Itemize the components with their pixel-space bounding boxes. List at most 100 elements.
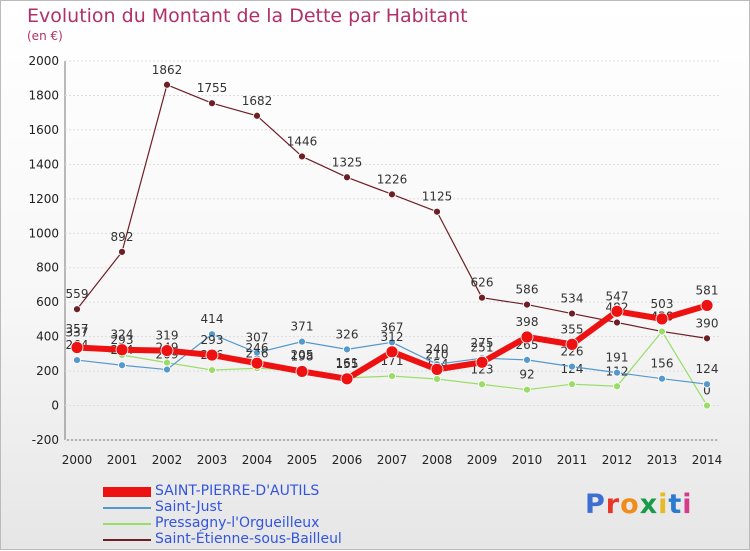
data-label: 226 [561,345,584,359]
proxiti-logo: Proxiti [585,489,693,520]
logo-letter: i [682,489,693,520]
data-point [163,365,171,374]
data-point [430,362,444,376]
data-point [73,305,81,314]
legend-swatch [103,539,151,541]
data-point [298,337,306,346]
data-point [340,372,354,386]
data-point [118,247,126,256]
data-point [208,99,216,108]
data-point [208,366,216,374]
data-label: 251 [471,340,494,354]
data-label: 337 [66,325,89,339]
x-tick-label: 2003 [197,453,228,467]
y-tick-label: 1400 [28,157,59,171]
data-point [115,343,129,357]
data-label: 293 [201,333,224,347]
legend-swatch [103,507,151,509]
data-label: 191 [606,351,629,365]
data-point [703,401,711,410]
legend-label: SAINT-PIERRE-D'AUTILS [155,483,320,499]
data-point [478,293,486,302]
legend-label: Pressagny-l'Orgueilleux [155,515,320,531]
data-label: 1226 [377,172,408,186]
x-tick-label: 2007 [377,453,408,467]
data-label: 124 [696,362,719,376]
data-point [658,327,666,336]
data-label: 275 [471,336,494,350]
data-point [523,300,531,309]
data-label: 1325 [332,155,363,169]
data-label: 198 [291,349,314,363]
y-tick-label: 1600 [28,123,59,137]
x-tick-label: 2005 [287,453,318,467]
data-point [610,304,624,318]
data-label: 355 [561,322,584,336]
legend-swatch [103,487,151,497]
data-point [703,334,711,343]
data-label: 390 [696,316,719,330]
data-point [253,348,261,357]
logo-letter: x [639,489,659,520]
x-tick-label: 2002 [152,453,183,467]
data-point [343,173,351,182]
x-tick-label: 2011 [557,453,588,467]
data-point [568,309,576,318]
data-point [70,341,84,354]
logo-letter: o [620,489,640,520]
data-label: 1755 [197,81,228,95]
data-label: 357 [66,322,89,336]
data-point [700,299,714,312]
data-point [160,344,174,357]
data-point [295,365,309,378]
data-label: 326 [336,327,359,341]
data-point [250,356,264,370]
data-point [118,361,126,370]
y-tick-label: 1000 [28,226,59,240]
x-tick-label: 2008 [422,453,453,467]
data-label: 1446 [287,134,318,148]
x-tick-label: 2009 [467,453,498,467]
data-point [523,385,531,394]
data-label: 547 [606,289,629,303]
y-tick-label: 800 [36,261,59,275]
data-label: 503 [651,297,674,311]
logo-letter: P [585,489,606,520]
y-tick-label: 600 [36,295,59,309]
y-tick-label: -200 [32,433,59,447]
data-label: 205 [291,348,314,362]
data-point [655,312,669,326]
y-tick-label: 200 [36,364,59,378]
y-tick-label: 400 [36,330,59,344]
data-point [343,345,351,354]
y-tick-label: 1800 [28,88,59,102]
data-point [703,380,711,389]
data-label: 559 [66,287,89,301]
chart-unit-label: (en €) [27,29,63,43]
data-point [478,380,486,389]
data-label: 92 [519,368,534,382]
legend-swatch [103,523,151,525]
legend-label: Saint-Just [155,499,223,515]
data-label: 586 [516,283,539,297]
data-label: 324 [111,328,134,342]
data-point [520,330,534,344]
data-label: 1862 [152,63,183,77]
data-label: 1682 [242,94,273,108]
y-tick-label: 2000 [28,54,59,68]
x-tick-label: 2000 [62,453,93,467]
data-label: 246 [246,341,269,355]
data-point [658,374,666,383]
data-point [253,111,261,120]
data-point [388,190,396,199]
data-point [613,318,621,327]
data-point [523,355,531,364]
data-point [298,152,306,161]
chart-title: Evolution du Montant de la Dette par Hab… [27,5,468,27]
data-label: 581 [696,283,719,297]
data-label: 240 [426,342,449,356]
data-point [433,375,441,383]
data-label: 293 [111,333,134,347]
